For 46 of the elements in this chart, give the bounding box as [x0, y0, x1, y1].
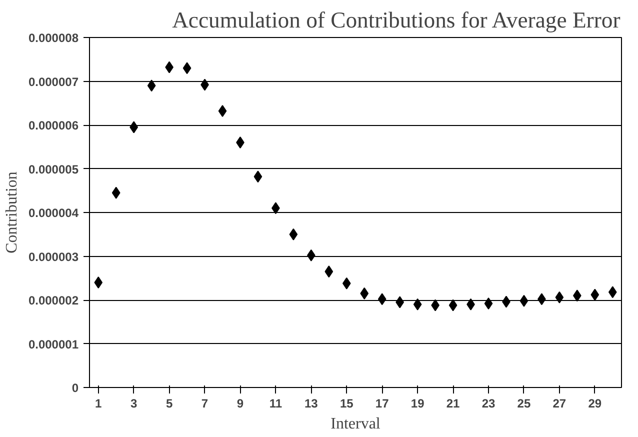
y-tick-label: 0 [72, 381, 79, 395]
point [448, 299, 458, 312]
chart-title: Accumulation of Contributions for Average Error [172, 8, 621, 32]
point [94, 276, 103, 288]
y-tick-label: 0.000001 [28, 337, 79, 352]
x-tick-label: 27 [552, 396, 566, 410]
y-tick-label: 0.000006 [28, 118, 79, 132]
x-tick-label: 21 [446, 396, 460, 410]
y-tick-label: 0.000007 [28, 74, 79, 89]
x-tick-label: 23 [482, 396, 496, 410]
x-tick-label: 29 [588, 396, 602, 410]
point [484, 298, 493, 310]
x-axis-title: Interval [330, 416, 381, 432]
point [324, 266, 334, 278]
point [236, 136, 244, 148]
point [289, 228, 298, 240]
y-tick-label: 0.000002 [28, 294, 79, 308]
x-tick-label: 5 [166, 396, 173, 410]
x-tick-label: 1 [95, 396, 102, 410]
point [555, 291, 564, 304]
point [218, 105, 227, 117]
point [590, 288, 600, 301]
point [112, 186, 120, 199]
y-tick-label: 0.000003 [28, 250, 79, 264]
point [254, 170, 262, 183]
x-tick-label: 19 [410, 396, 425, 410]
x-tick-label: 17 [375, 396, 390, 410]
x-tick-label: 9 [236, 396, 244, 410]
y-axis-title: Contribution [3, 172, 20, 254]
point [182, 62, 192, 74]
x-tick-label: 11 [269, 396, 282, 410]
y-tick-label: 0.000004 [28, 206, 79, 220]
point [608, 286, 617, 298]
x-tick-label: 13 [304, 396, 318, 410]
point [147, 80, 156, 92]
x-tick-label: 7 [201, 396, 208, 410]
y-tick-label: 0.000008 [28, 31, 79, 45]
y-tick-label: 0.000005 [28, 162, 79, 176]
x-tick-label: 25 [517, 396, 531, 410]
point [378, 293, 386, 306]
x-tick-label: 15 [340, 396, 354, 410]
point [342, 277, 351, 290]
point [413, 298, 422, 310]
x-tick-label: 3 [130, 396, 138, 410]
point [520, 294, 528, 307]
point [360, 287, 369, 300]
